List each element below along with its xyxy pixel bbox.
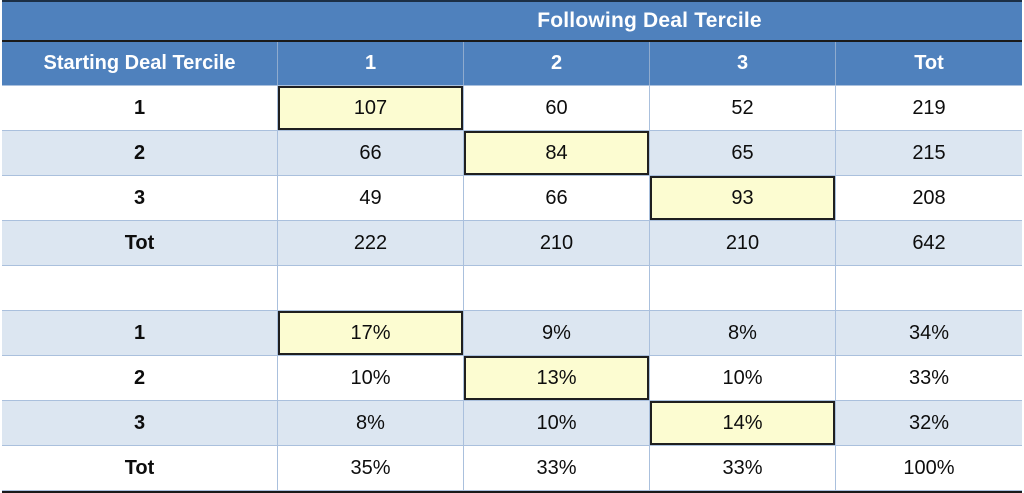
percent-row-1: 1 17% 9% 8% 34%: [2, 311, 1022, 356]
empty-cell: [2, 266, 277, 310]
count-cell-total: 208: [835, 176, 1022, 220]
count-row-3: 3 49 66 93 208: [2, 176, 1022, 221]
percent-cell-diagonal: 17%: [277, 311, 463, 355]
percent-cell: 8%: [277, 401, 463, 445]
count-cell: 65: [649, 131, 835, 175]
empty-cell: [835, 266, 1022, 310]
row-label: 2: [133, 366, 146, 389]
table-top-border: [2, 0, 1022, 2]
count-cell: 66: [463, 176, 649, 220]
count-cell-total: 210: [649, 221, 835, 265]
row-label: 2: [133, 141, 146, 164]
table-title-row: Following Deal Tercile: [2, 2, 1022, 40]
count-cell: 66: [277, 131, 463, 175]
row-label: 1: [133, 321, 146, 344]
count-cell-diagonal: 107: [277, 86, 463, 130]
empty-cell: [463, 266, 649, 310]
count-cell: 52: [649, 86, 835, 130]
count-cell: 49: [277, 176, 463, 220]
count-cell: 60: [463, 86, 649, 130]
percent-cell-total: 33%: [649, 446, 835, 490]
empty-cell: [277, 266, 463, 310]
count-row-1: 1 107 60 52 219: [2, 86, 1022, 131]
percent-cell-total: 34%: [835, 311, 1022, 355]
column-header-2: 2: [463, 42, 649, 85]
percent-row-3: 3 8% 10% 14% 32%: [2, 401, 1022, 446]
row-axis-header: Starting Deal Tercile: [43, 52, 236, 74]
percent-cell-diagonal: 13%: [463, 356, 649, 400]
column-header-3: 3: [649, 42, 835, 85]
percent-cell-total: 33%: [835, 356, 1022, 400]
column-header-row: Starting Deal Tercile 1 2 3 Tot: [2, 42, 1022, 86]
count-cell-total: 222: [277, 221, 463, 265]
percent-cell: 9%: [463, 311, 649, 355]
percent-cell: 10%: [463, 401, 649, 445]
blank-spacer-row: [2, 266, 1022, 311]
percent-cell-grand-total: 100%: [835, 446, 1022, 490]
percent-cell-diagonal: 14%: [649, 401, 835, 445]
count-cell-total: 215: [835, 131, 1022, 175]
row-label: 3: [133, 186, 146, 209]
count-cell-diagonal: 93: [649, 176, 835, 220]
percent-cell-total: 35%: [277, 446, 463, 490]
table-title: Following Deal Tercile: [537, 9, 762, 32]
row-label: 3: [133, 411, 146, 434]
percent-cell: 10%: [649, 356, 835, 400]
empty-cell: [649, 266, 835, 310]
row-label: 1: [133, 96, 146, 119]
count-cell-grand-total: 642: [835, 221, 1022, 265]
percent-cell-total: 32%: [835, 401, 1022, 445]
row-label: Tot: [124, 456, 155, 479]
percent-cell-total: 33%: [463, 446, 649, 490]
count-row-2: 2 66 84 65 215: [2, 131, 1022, 176]
percent-cell: 8%: [649, 311, 835, 355]
title-divider-line: [2, 40, 1022, 42]
percent-total-row: Tot 35% 33% 33% 100%: [2, 446, 1022, 491]
count-cell-total: 219: [835, 86, 1022, 130]
column-header-1: 1: [277, 42, 463, 85]
column-header-tot: Tot: [835, 42, 1022, 85]
count-cell-total: 210: [463, 221, 649, 265]
percent-cell: 10%: [277, 356, 463, 400]
count-total-row: Tot 222 210 210 642: [2, 221, 1022, 266]
percent-row-2: 2 10% 13% 10% 33%: [2, 356, 1022, 401]
count-cell-diagonal: 84: [463, 131, 649, 175]
row-label: Tot: [124, 231, 155, 254]
